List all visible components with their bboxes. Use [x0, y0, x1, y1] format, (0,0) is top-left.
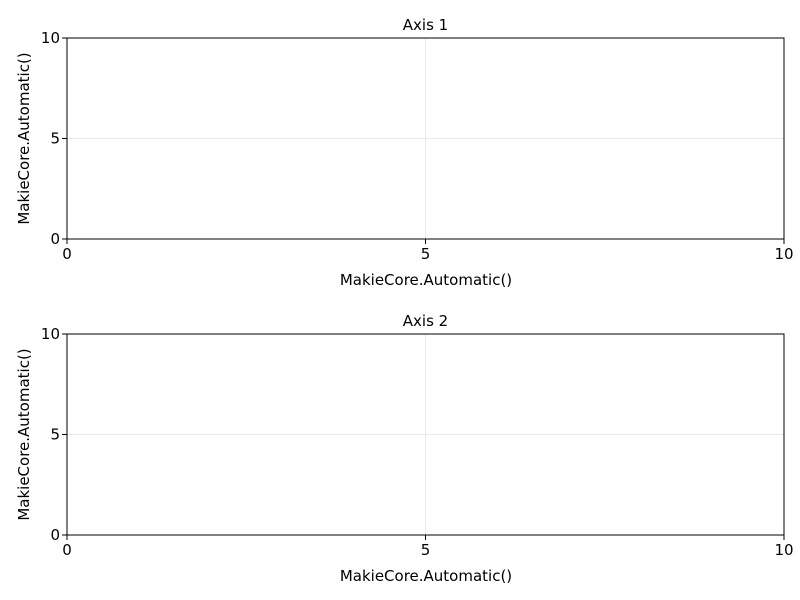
x-tick-label: 0 — [62, 541, 72, 559]
axis-panel-2: 0 5 10 0 5 10 Axis 2 MakieCore.Automatic() Makie… — [15, 312, 794, 585]
x-axis-label: MakieCore.Automatic() — [340, 271, 512, 289]
y-axis-label: MakieCore.Automatic() — [15, 348, 33, 520]
y-tick-label: 0 — [50, 230, 60, 248]
x-tick-label: 10 — [774, 245, 793, 263]
x-tick-label: 5 — [421, 245, 431, 263]
x-tick-label: 10 — [774, 541, 793, 559]
y-axis-label: MakieCore.Automatic() — [15, 52, 33, 224]
x-tick-label: 0 — [62, 245, 72, 263]
y-tick-label: 10 — [41, 325, 60, 343]
y-tick-label: 5 — [50, 130, 60, 148]
x-tick-label: 5 — [421, 541, 431, 559]
x-axis-label: MakieCore.Automatic() — [340, 567, 512, 585]
y-tick-label: 5 — [50, 426, 60, 444]
axis-title: Axis 2 — [403, 312, 448, 330]
axis-panel-1: 0 5 10 0 5 10 Axis 1 MakieCore.Automatic() Makie… — [15, 16, 794, 289]
y-tick-label: 0 — [50, 526, 60, 544]
axis-title: Axis 1 — [403, 16, 448, 34]
y-tick-label: 10 — [41, 29, 60, 47]
